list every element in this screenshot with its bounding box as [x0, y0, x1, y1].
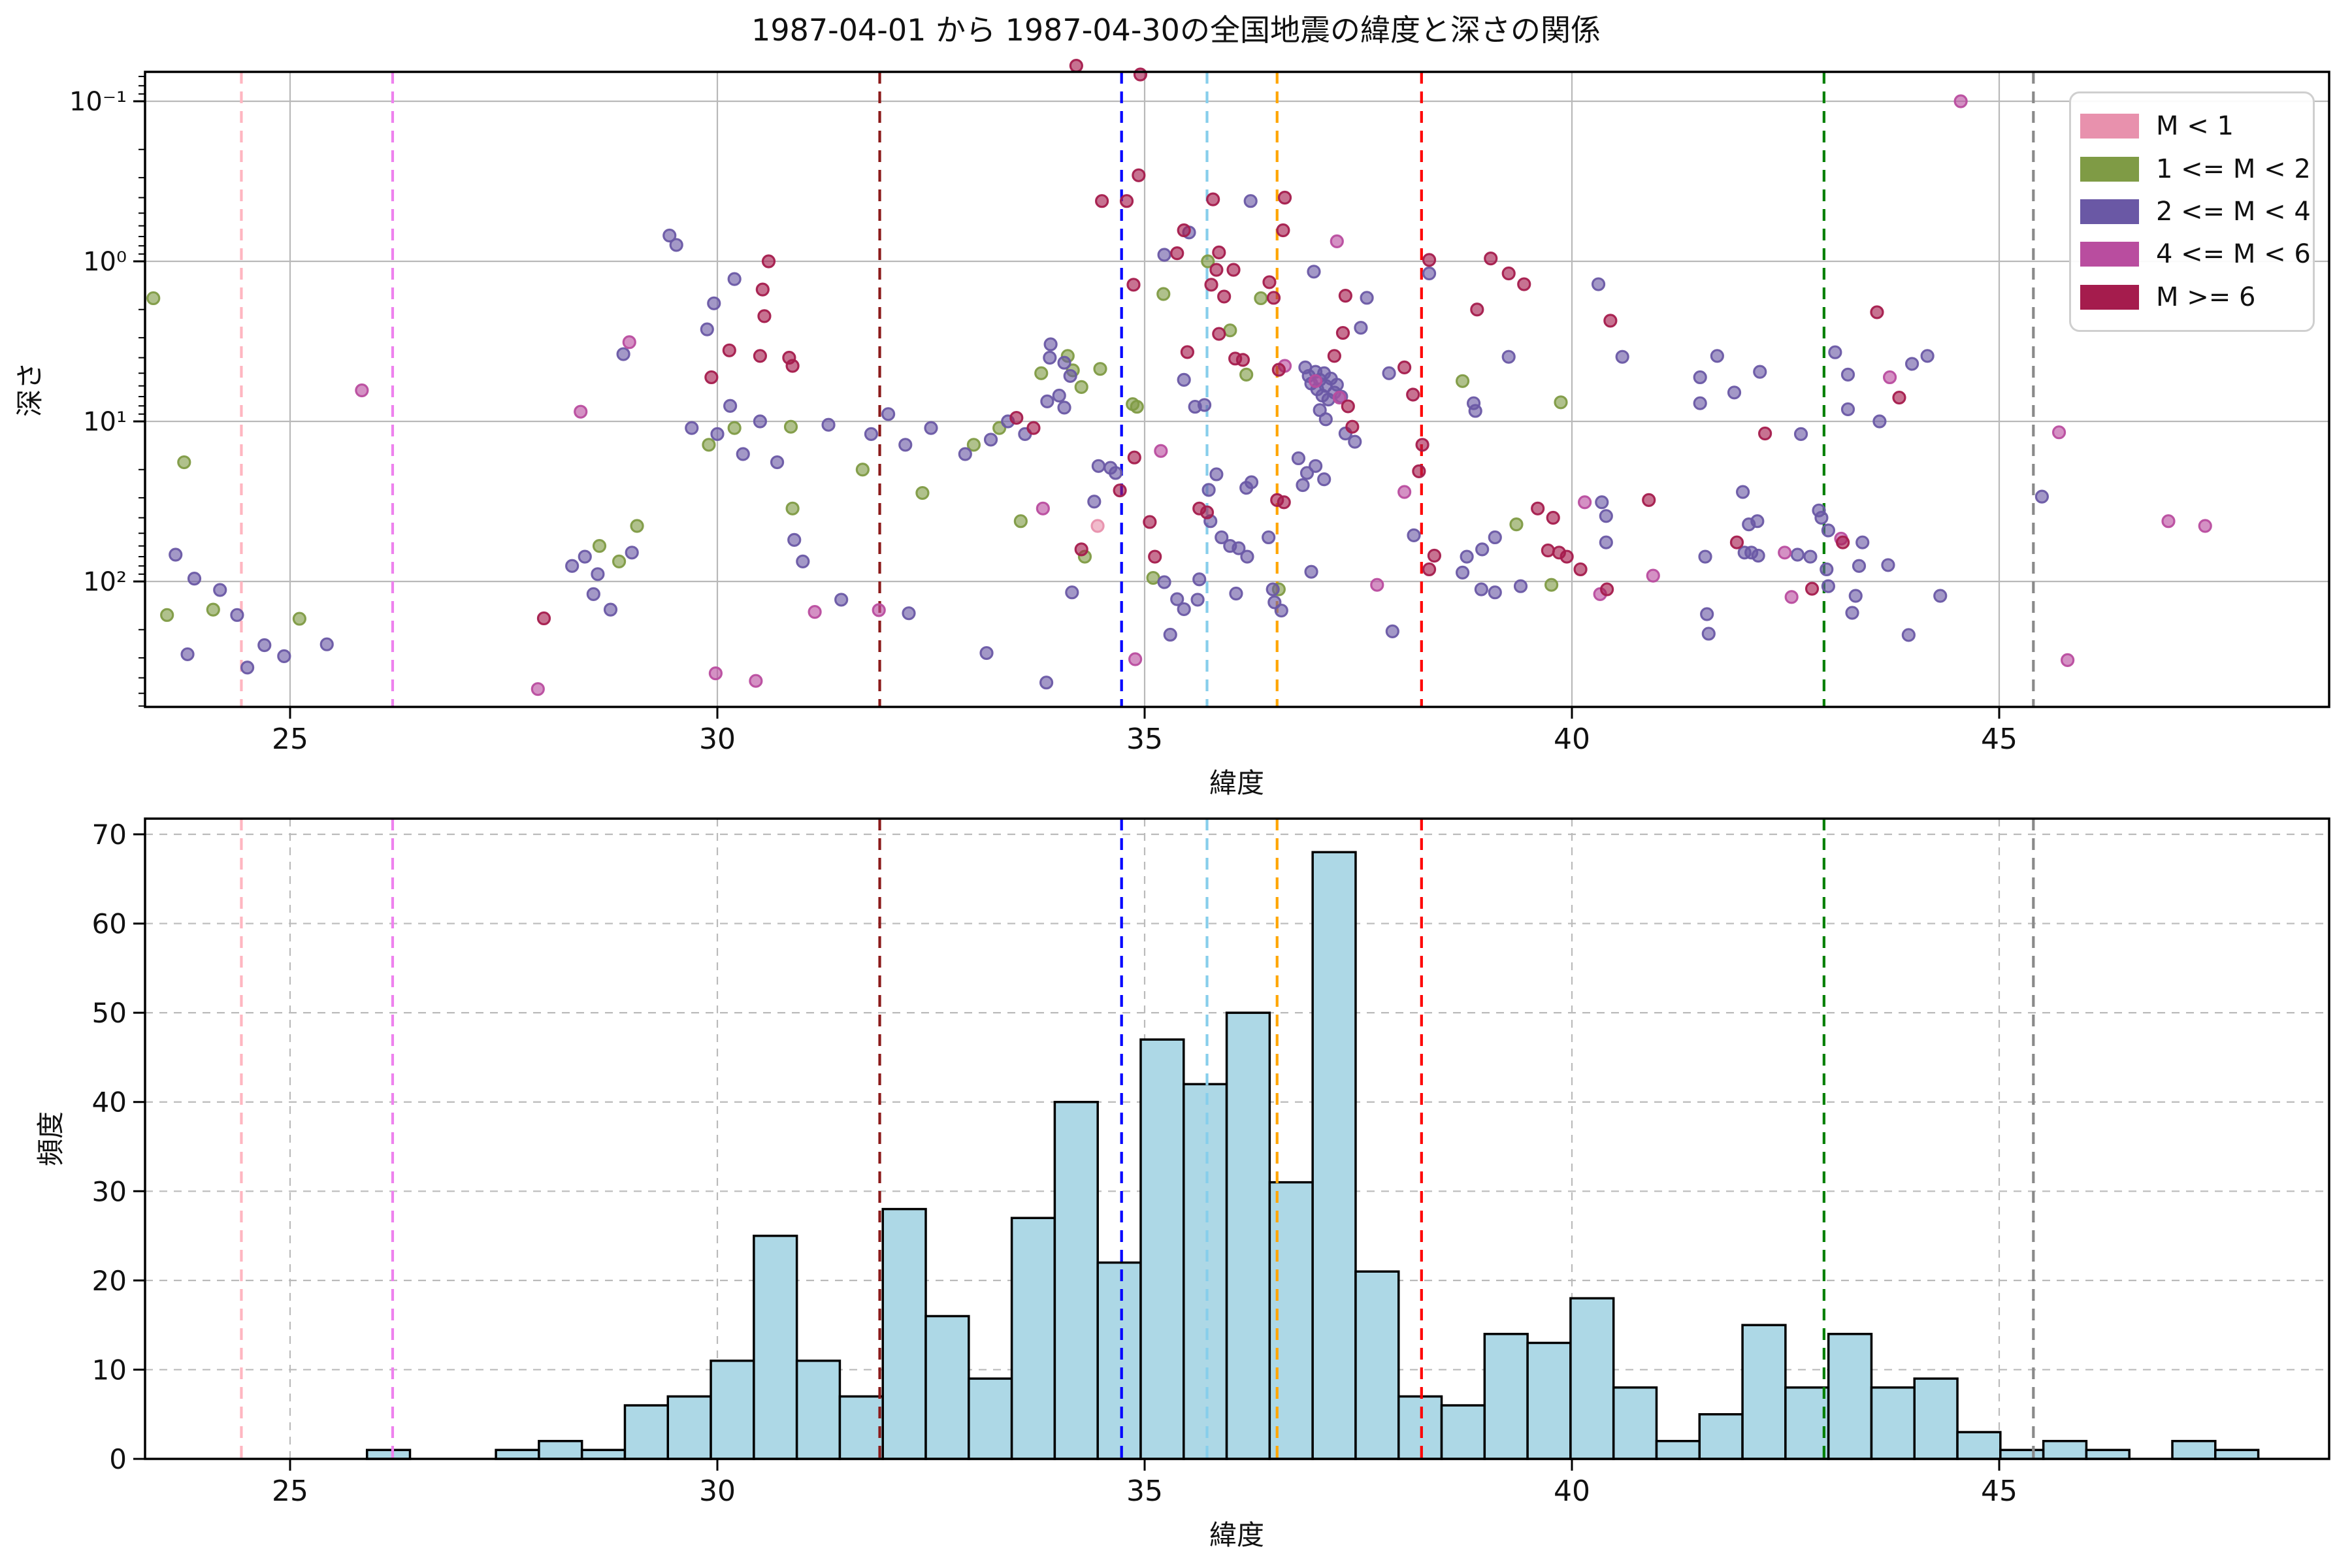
histogram-vlines — [240, 819, 2035, 1459]
scatter-ytick: 10¹ — [83, 407, 127, 437]
histogram-ytick: 10 — [92, 1354, 127, 1386]
series-1-M-2 — [146, 254, 1568, 626]
scatter-tick-labels: 25 30 35 40 45 10⁻¹ 10⁰ 10¹ 10² — [69, 87, 2017, 756]
chart-title: 1987-04-01 から 1987-04-30の全国地震の緯度と深さの関係 — [751, 12, 1601, 48]
series-M-6 — [536, 59, 1906, 626]
histogram-xtick: 30 — [699, 1475, 736, 1508]
histogram-ticks — [133, 833, 2001, 1471]
scatter-plot: 25 30 35 40 45 10⁻¹ 10⁰ 10¹ 10² 緯度 深さ — [14, 59, 2330, 799]
series-M-1 — [1090, 519, 1105, 533]
series-4-M-6 — [355, 94, 2212, 696]
scatter-ytick: 10² — [83, 567, 127, 597]
histogram-bars — [365, 851, 2260, 1460]
histogram-ylabel: 頻度 — [35, 1111, 67, 1166]
legend-swatch — [2080, 242, 2139, 267]
histogram-xtick: 35 — [1126, 1475, 1163, 1508]
legend-swatch — [2080, 284, 2139, 310]
legend-item-4: M >= 6 — [2080, 282, 2313, 312]
histogram-xtick: 40 — [1554, 1475, 1590, 1508]
legend: M < 1 1 <= M < 2 2 <= M < 4 4 <= M < 6 M >= … — [2069, 91, 2315, 332]
scatter-ytick: 10⁻¹ — [69, 87, 127, 117]
scatter-ylabel: 深さ — [14, 362, 46, 417]
scatter-xtick: 30 — [699, 723, 736, 756]
scatter-ticks — [133, 76, 2001, 719]
histogram-ytick: 60 — [92, 908, 127, 940]
scatter-xtick: 35 — [1126, 723, 1163, 756]
legend-item-2: 2 <= M < 4 — [2080, 197, 2313, 227]
histogram-grid — [145, 819, 2329, 1459]
legend-item-0: M < 1 — [2080, 111, 2313, 141]
histogram-ytick: 50 — [92, 997, 127, 1029]
legend-label: 4 <= M < 6 — [2156, 239, 2311, 270]
scatter-xtick: 25 — [272, 723, 308, 756]
scatter-xtick: 40 — [1554, 723, 1590, 756]
histogram-ytick: 0 — [109, 1443, 127, 1475]
histogram-ytick: 30 — [92, 1175, 127, 1207]
scatter-vlines — [240, 72, 2035, 707]
legend-label: 1 <= M < 2 — [2156, 154, 2311, 184]
scatter-xlabel: 緯度 — [1209, 767, 1264, 799]
histogram-ytick: 70 — [92, 819, 127, 851]
histogram-plot: 25 30 35 40 45 0 10 20 30 40 50 60 70 緯度 頻度 — [35, 817, 2330, 1551]
legend-swatch — [2080, 156, 2139, 182]
histogram-xtick: 25 — [272, 1475, 308, 1508]
scatter-grid — [145, 72, 2329, 707]
histogram-tick-labels: 25 30 35 40 45 0 10 20 30 40 50 60 70 — [92, 819, 2017, 1508]
scatter-points — [146, 59, 2212, 696]
legend-item-3: 4 <= M < 6 — [2080, 239, 2313, 269]
legend-item-1: 1 <= M < 2 — [2080, 154, 2313, 184]
scatter-xtick: 45 — [1981, 723, 2017, 756]
legend-label: M < 1 — [2156, 111, 2234, 142]
scatter-ytick: 10⁰ — [83, 247, 127, 277]
legend-label: M >= 6 — [2156, 282, 2256, 312]
histogram-ytick: 20 — [92, 1265, 127, 1297]
legend-swatch — [2080, 199, 2139, 224]
series-2-M-4 — [169, 194, 2049, 690]
histogram-xlabel: 緯度 — [1209, 1519, 1264, 1551]
histogram-xtick: 45 — [1981, 1475, 2017, 1508]
legend-swatch — [2080, 114, 2139, 139]
histogram-ytick: 40 — [92, 1086, 127, 1119]
legend-label: 2 <= M < 4 — [2156, 196, 2311, 227]
